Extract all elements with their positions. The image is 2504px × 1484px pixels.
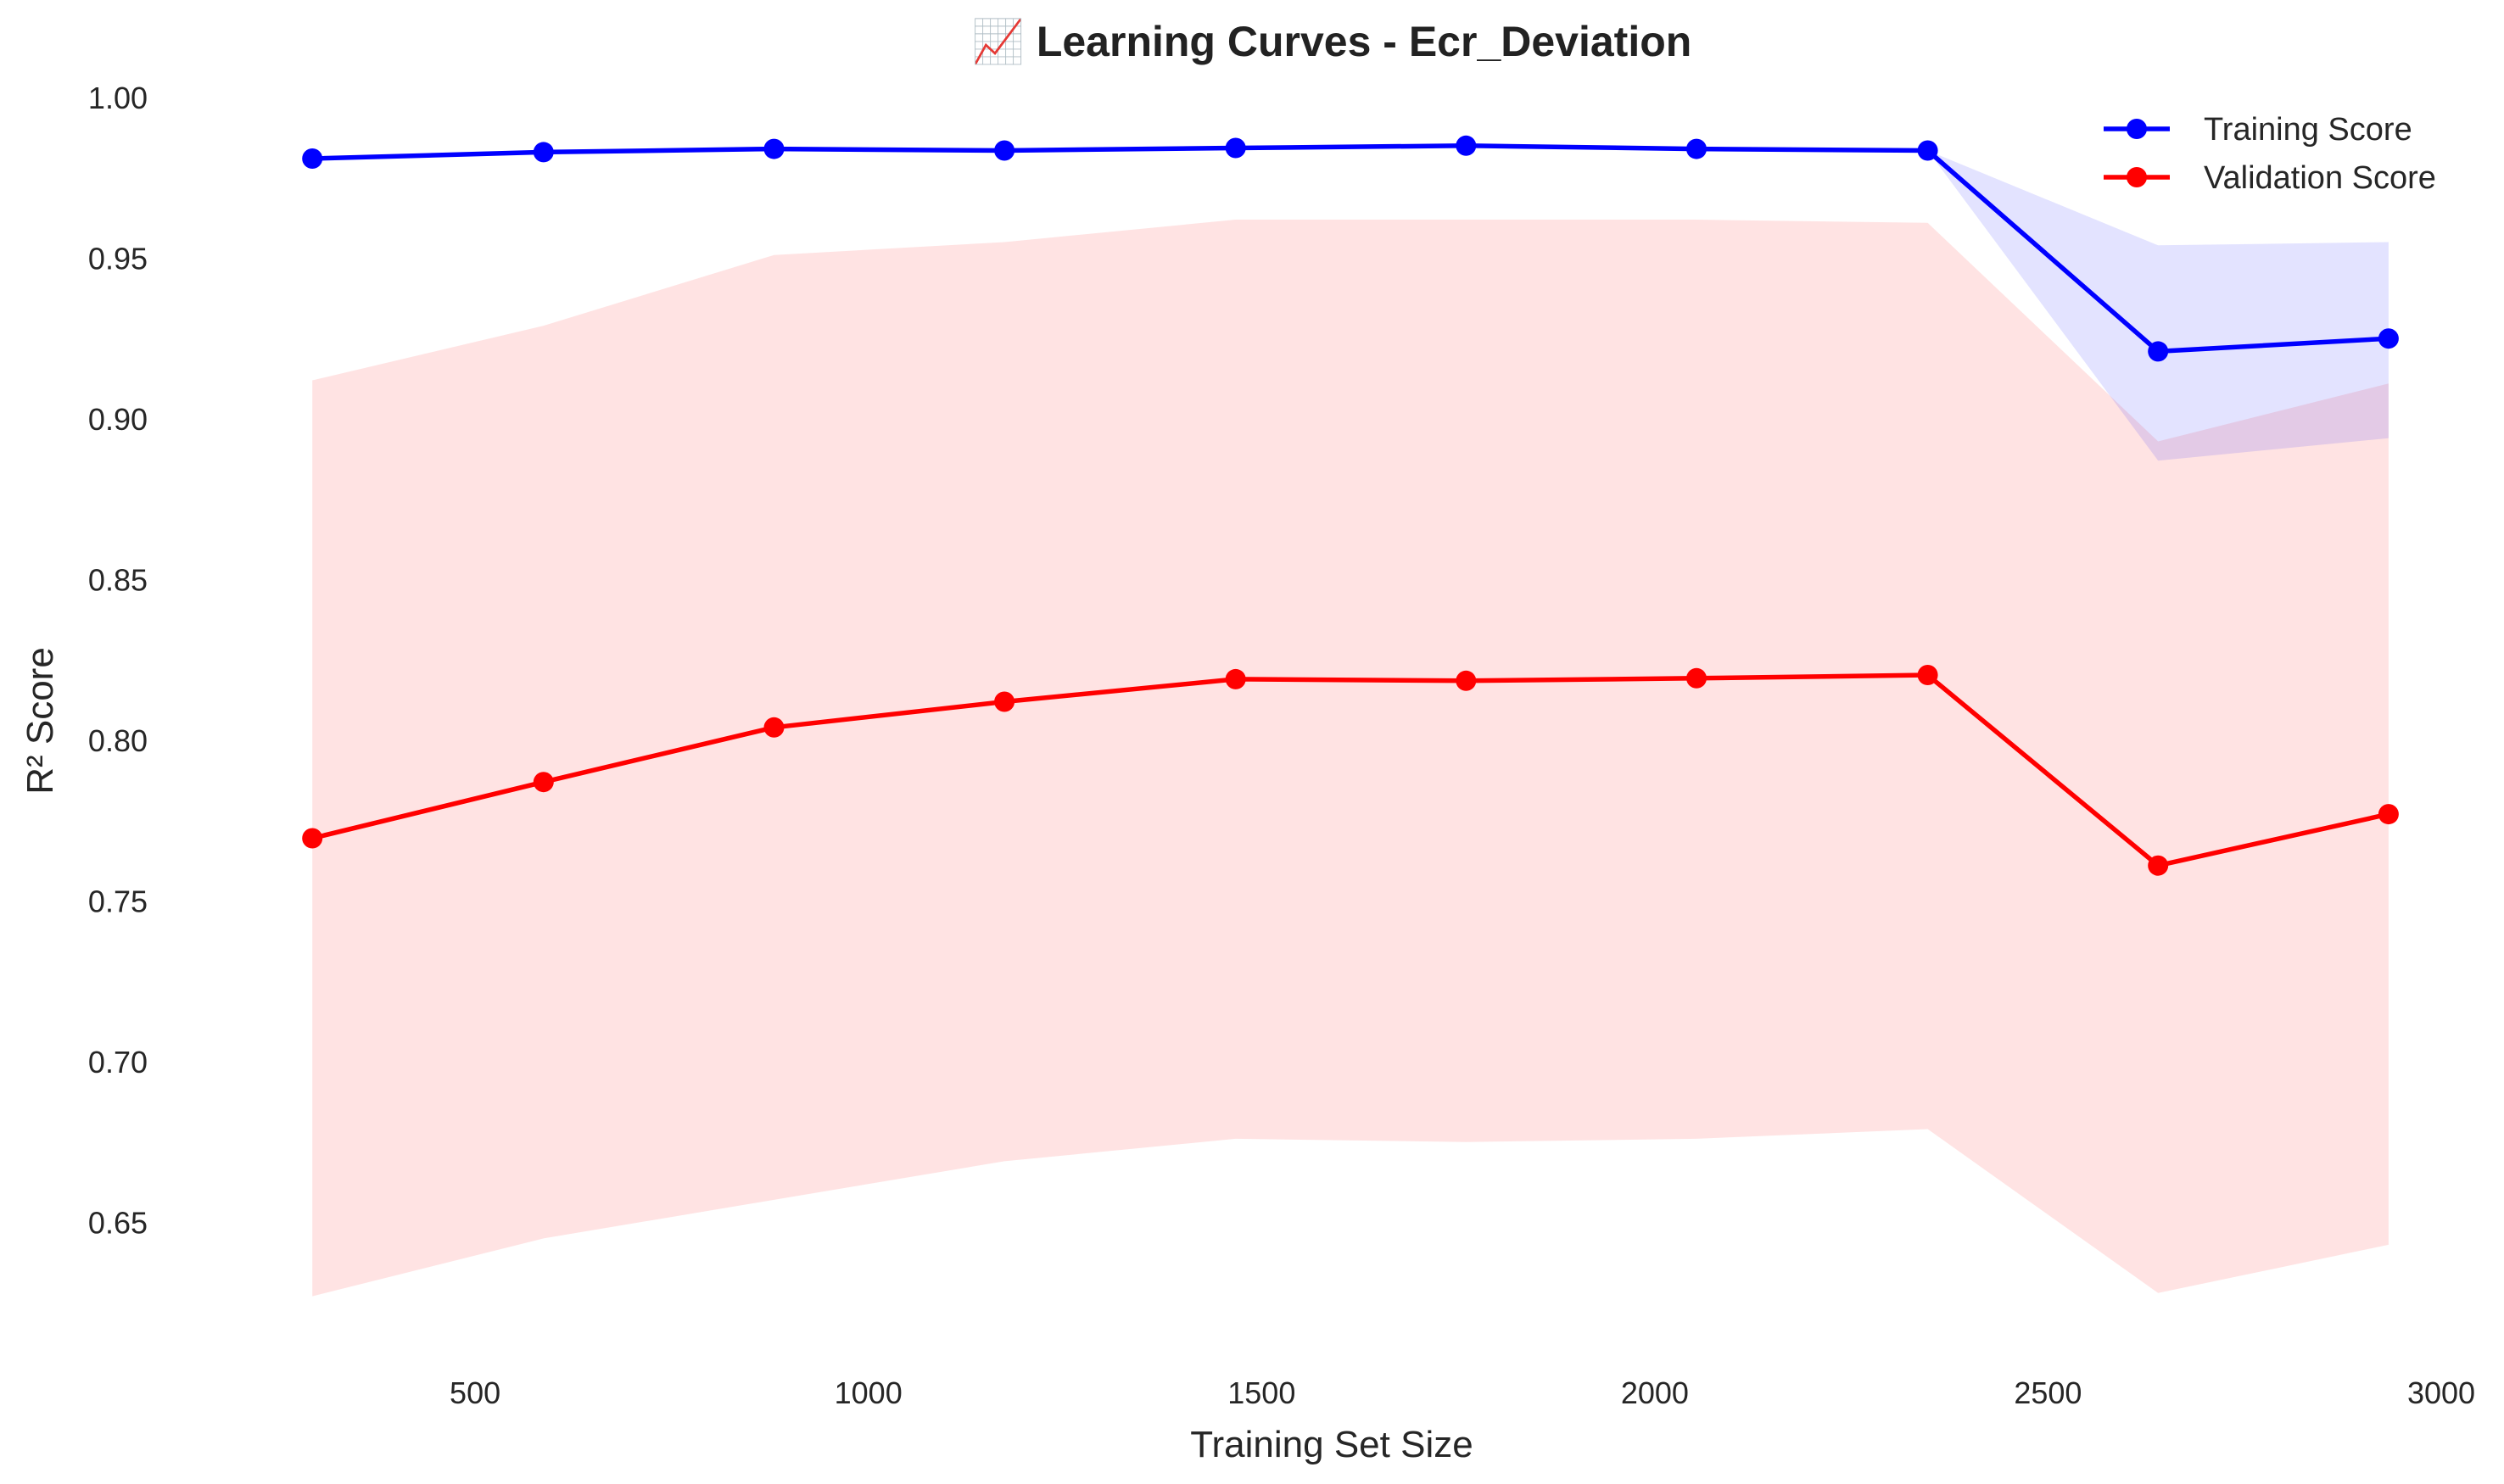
x-tick-label: 2000 xyxy=(1621,1375,1689,1410)
y-tick-label: 0.90 xyxy=(88,402,148,437)
training-score-point xyxy=(302,148,323,169)
y-tick-label: 0.95 xyxy=(88,242,148,276)
validation-score-point xyxy=(2378,804,2399,825)
x-axis-ticks: 500 1000 1500 2000 2500 3000 xyxy=(450,1375,2475,1410)
x-tick-label: 1000 xyxy=(835,1375,903,1410)
series-lines xyxy=(310,143,2391,868)
validation-score-point xyxy=(1225,668,1246,689)
validation-score-point xyxy=(1686,667,1707,689)
validation-score-point xyxy=(763,717,785,738)
validation-score-point xyxy=(994,691,1015,712)
y-axis-ticks: 0.65 0.70 0.75 0.80 0.85 0.90 0.95 1.00 xyxy=(88,81,148,1240)
legend-item-training-score: Training Score xyxy=(2104,112,2412,148)
y-tick-label: 0.70 xyxy=(88,1045,148,1080)
legend-label: Training Score xyxy=(2204,112,2412,148)
training-score-point xyxy=(763,138,785,159)
legend-swatch-marker xyxy=(2127,119,2147,139)
legend-item-validation-score: Validation Score xyxy=(2104,160,2436,196)
legend-swatch-marker xyxy=(2127,167,2147,187)
validation-score-point xyxy=(533,772,554,793)
training-score-point xyxy=(2378,328,2399,349)
training-score-band xyxy=(312,145,2389,461)
y-tick-label: 0.80 xyxy=(88,723,148,758)
validation-score-point xyxy=(302,828,323,849)
x-axis-label: Training Set Size xyxy=(1190,1424,1473,1465)
training-score-line xyxy=(310,143,2391,354)
chart-title: 📈 Learning Curves - Ecr_Deviation xyxy=(972,17,1692,65)
confidence-bands xyxy=(312,145,2389,1297)
training-score-point xyxy=(533,142,554,163)
training-score-point xyxy=(1917,140,1938,161)
validation-score-point xyxy=(1456,670,1477,691)
validation-score-point xyxy=(1917,665,1938,685)
legend: Training Score Validation Score xyxy=(2104,112,2436,196)
training-score-point xyxy=(1686,138,1707,159)
x-tick-label: 2500 xyxy=(2014,1375,2082,1410)
training-score-point xyxy=(1456,135,1477,156)
y-tick-label: 0.75 xyxy=(88,884,148,918)
y-tick-label: 0.85 xyxy=(88,563,148,598)
training-score-point xyxy=(1225,137,1246,159)
validation-score-point xyxy=(2148,855,2169,876)
training-score-point xyxy=(994,140,1015,161)
validation-score-line xyxy=(310,672,2391,868)
series-points xyxy=(302,135,2399,876)
training-score-point xyxy=(2148,341,2169,362)
y-tick-label: 0.65 xyxy=(88,1205,148,1240)
x-tick-label: 500 xyxy=(450,1375,500,1410)
legend-label: Validation Score xyxy=(2204,160,2436,196)
validation-score-band xyxy=(312,220,2389,1297)
y-axis-label: R² Score xyxy=(20,647,61,795)
x-tick-label: 3000 xyxy=(2407,1375,2475,1410)
y-tick-label: 1.00 xyxy=(88,81,148,115)
x-tick-label: 1500 xyxy=(1227,1375,1295,1410)
